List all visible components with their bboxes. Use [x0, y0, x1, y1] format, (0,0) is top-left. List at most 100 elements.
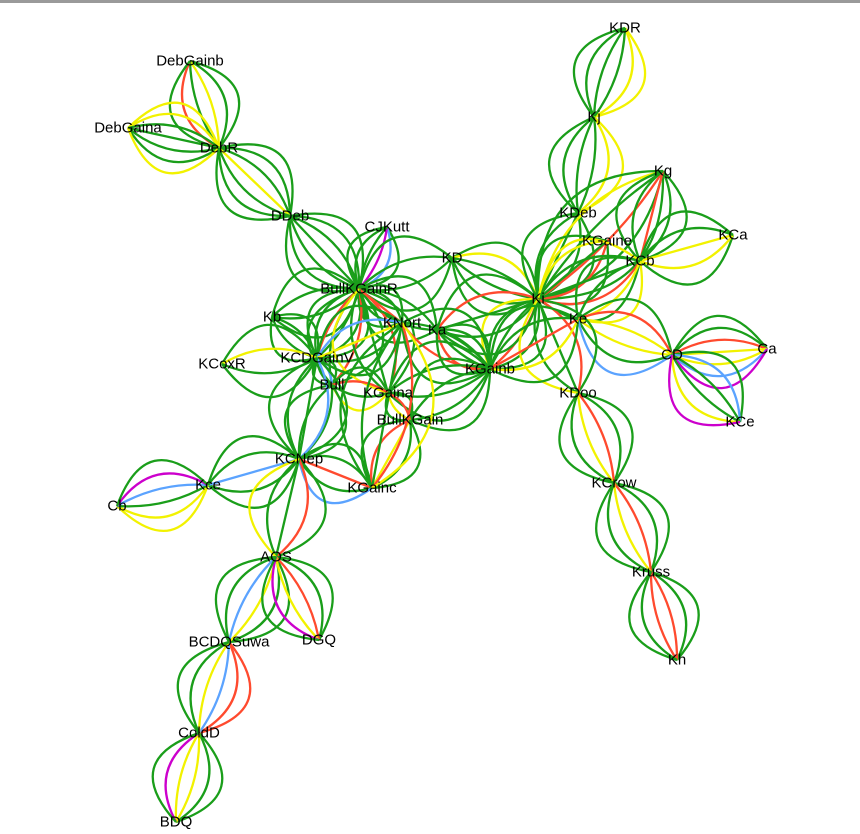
node-label[interactable]: KCrow — [591, 475, 636, 492]
node-label[interactable]: KGainc — [347, 480, 397, 497]
edge-strand — [265, 458, 300, 558]
edge-strand — [639, 234, 735, 286]
node-label[interactable]: KCe — [725, 414, 754, 431]
edge-strand — [593, 27, 634, 119]
edge-strand — [198, 641, 252, 735]
edge-strand — [275, 555, 334, 641]
edge-strand — [197, 641, 230, 734]
edge-strand — [537, 170, 665, 301]
node-label[interactable]: KDR — [609, 20, 641, 37]
edge-strand — [613, 481, 659, 573]
edge-strand — [489, 298, 541, 371]
edge-strand — [218, 143, 294, 217]
edge-DebGaina-DebR — [126, 101, 221, 175]
node-label[interactable]: BCDQSuwa — [189, 634, 271, 651]
node-label[interactable]: KCDGainV — [280, 350, 353, 367]
node-label[interactable]: KGainb — [465, 361, 515, 378]
edge-strand — [271, 313, 320, 359]
edge-strand — [207, 451, 300, 486]
edge-strand — [127, 127, 220, 153]
node-label[interactable]: Ki — [531, 291, 544, 308]
edge-strand — [613, 482, 653, 573]
edge-strand — [358, 287, 416, 394]
node-label[interactable]: AOS — [260, 549, 292, 566]
edge-strand — [577, 391, 634, 484]
edge-strand — [387, 368, 491, 398]
edge-Ki-KDoo — [518, 297, 598, 395]
edge-strand — [271, 315, 319, 359]
edge-strand — [451, 257, 539, 301]
node-label[interactable]: CJKutt — [364, 219, 410, 236]
node-label[interactable]: KDoo — [559, 385, 597, 402]
node-label[interactable]: DebGaina — [94, 120, 162, 137]
edge-strand — [409, 368, 491, 422]
edge-strand — [488, 316, 579, 370]
node-label[interactable]: CD — [661, 347, 683, 364]
edge-strand — [289, 215, 360, 290]
edge-strand — [592, 27, 626, 118]
edge-KCNep-AOS — [248, 457, 327, 559]
node-label[interactable]: Ke — [569, 311, 587, 328]
edge-strand — [298, 458, 373, 493]
edge-strand — [207, 458, 301, 509]
edge-strand — [671, 314, 768, 356]
node-label[interactable]: KDeb — [559, 205, 597, 222]
node-label[interactable]: DDeb — [271, 208, 309, 225]
edge-strand — [218, 147, 291, 217]
edge-strand — [671, 353, 742, 423]
node-label[interactable]: Kb — [263, 309, 281, 326]
node-label[interactable]: DebR — [200, 140, 239, 157]
edge-strand — [533, 298, 579, 394]
edge-strand — [577, 297, 674, 356]
node-label[interactable]: KCNep — [275, 451, 323, 468]
node-label[interactable]: KD — [442, 250, 463, 267]
node-label[interactable]: KCoxR — [198, 356, 246, 373]
edge-strand — [671, 338, 768, 356]
node-label[interactable]: DebGainb — [156, 53, 224, 70]
node-label[interactable]: Ka — [428, 322, 447, 339]
node-label[interactable]: BullKGainR — [320, 281, 398, 298]
node-label[interactable]: KCb — [625, 253, 654, 270]
node-label[interactable]: Kruss — [632, 564, 670, 581]
edge-strand — [274, 556, 320, 641]
node-label[interactable]: Kce — [195, 477, 221, 494]
node-label[interactable]: Ca — [757, 341, 777, 358]
edge-strand — [267, 356, 318, 460]
node-label[interactable]: BDQ — [160, 814, 193, 831]
edge-strand — [275, 555, 324, 641]
edge-strand — [349, 288, 389, 394]
node-label[interactable]: KCa — [718, 227, 748, 244]
edge-strand — [339, 322, 403, 489]
node-label[interactable]: KGaine — [582, 233, 632, 250]
edge-strand — [576, 392, 615, 484]
edge-CD-KCe — [668, 350, 744, 427]
edge-strand — [489, 318, 580, 384]
edge-strand — [670, 354, 741, 424]
node-label[interactable]: KGaina — [363, 385, 414, 402]
edge-strand — [168, 60, 220, 150]
node-label[interactable]: KNort — [383, 315, 422, 332]
edge-strand — [198, 641, 231, 734]
edge-strand — [115, 459, 209, 507]
node-label[interactable]: Kg — [654, 163, 672, 180]
edge-strand — [615, 169, 664, 262]
node-label[interactable]: ColdD — [178, 725, 220, 742]
node-label[interactable]: Cb — [107, 498, 126, 515]
edge-strand — [331, 366, 390, 394]
node-label[interactable]: BullKGain — [377, 412, 444, 429]
edge-strand — [127, 127, 220, 164]
edge-strand — [221, 323, 318, 365]
edge-strand — [298, 357, 330, 460]
edge-strand — [331, 384, 389, 398]
edge-strand — [489, 318, 579, 370]
node-label[interactable]: Kj — [587, 109, 600, 126]
node-label[interactable]: Bull — [319, 377, 344, 394]
edge-strand — [126, 127, 220, 175]
edge-strand — [671, 348, 768, 366]
edge-strand — [358, 287, 438, 331]
node-label[interactable]: Kh — [668, 652, 686, 669]
edge-strand — [206, 435, 300, 486]
edge-strand — [613, 481, 670, 573]
edge-strand — [640, 571, 678, 661]
node-label[interactable]: DGQ — [302, 632, 336, 649]
